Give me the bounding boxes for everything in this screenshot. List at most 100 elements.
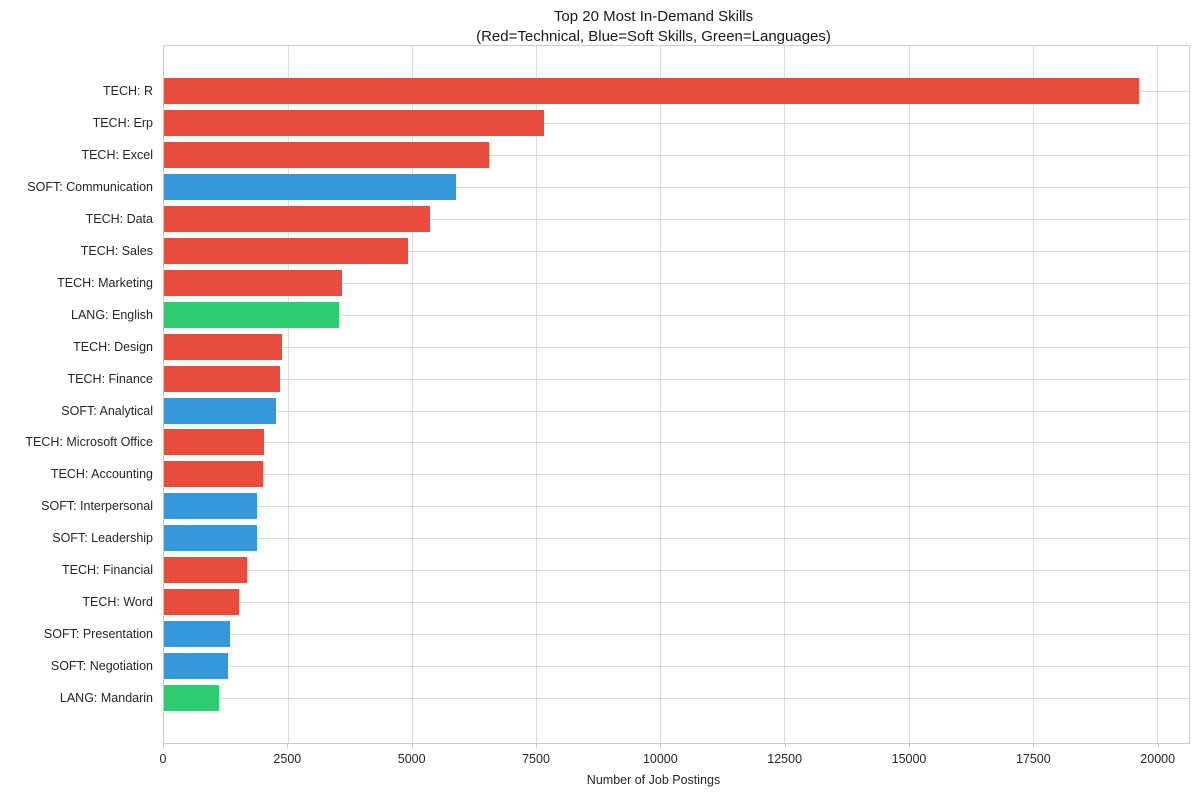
bar-row: LANG: English bbox=[71, 299, 1189, 331]
bar-tech bbox=[164, 365, 280, 392]
gridline-horizontal bbox=[164, 474, 1189, 476]
y-axis-label: TECH: Excel bbox=[81, 147, 153, 162]
gridline-horizontal bbox=[164, 250, 1189, 252]
y-axis-label: LANG: Mandarin bbox=[59, 691, 153, 706]
bar-row: TECH: Word bbox=[82, 586, 1189, 618]
y-axis-label: TECH: Marketing bbox=[57, 275, 153, 290]
x-axis-label: Number of Job Postings bbox=[586, 773, 721, 787]
bar-tech bbox=[164, 557, 247, 584]
gridline-horizontal bbox=[164, 666, 1189, 668]
gridline-horizontal bbox=[164, 154, 1189, 156]
y-axis-label: TECH: Design bbox=[73, 339, 153, 354]
y-axis-label: TECH: Sales bbox=[80, 243, 153, 258]
bar-row: TECH: Erp bbox=[93, 107, 1189, 139]
bar-row: TECH: Accounting bbox=[51, 458, 1189, 490]
bar-tech bbox=[164, 109, 544, 136]
y-axis-label: LANG: English bbox=[71, 307, 153, 322]
bar-tech bbox=[164, 77, 1140, 104]
gridline-vertical bbox=[784, 46, 786, 743]
chart-title: Top 20 Most In-Demand Skills bbox=[553, 8, 754, 25]
bar-row: SOFT: Negotiation bbox=[51, 650, 1189, 682]
chart-subtitle: (Red=Technical, Blue=Soft Skills, Green=… bbox=[476, 27, 831, 45]
gridline-horizontal bbox=[164, 314, 1189, 316]
bar-tech bbox=[164, 141, 489, 168]
gridline-vertical bbox=[660, 46, 662, 743]
y-axis-label: TECH: Accounting bbox=[50, 467, 153, 482]
gridline-horizontal bbox=[164, 282, 1189, 284]
gridline-horizontal bbox=[164, 218, 1189, 220]
y-axis-label: TECH: Finance bbox=[67, 371, 153, 386]
bar-tech bbox=[164, 269, 342, 296]
x-tick-mark bbox=[411, 744, 413, 748]
bar-row: TECH: Sales bbox=[81, 235, 1189, 267]
bar-tech bbox=[164, 429, 264, 456]
bar-row: SOFT: Leadership bbox=[52, 522, 1189, 554]
x-tick-label: 17500 bbox=[1015, 752, 1051, 766]
bar-tech bbox=[164, 333, 282, 360]
chart-title-block: Top 20 Most In-Demand Skills (Red=Techni… bbox=[140, 7, 1167, 47]
gridline-horizontal bbox=[164, 506, 1189, 508]
bar-lang bbox=[164, 685, 220, 712]
gridline-horizontal bbox=[164, 570, 1189, 572]
bar-row: TECH: Finance bbox=[68, 363, 1189, 395]
gridline-vertical bbox=[1156, 46, 1158, 743]
y-axis-label: TECH: Word bbox=[82, 595, 153, 610]
bar-row: SOFT: Interpersonal bbox=[41, 490, 1189, 522]
y-axis-label: TECH: Data bbox=[85, 211, 153, 226]
bar-tech bbox=[164, 589, 239, 616]
bar-soft bbox=[164, 525, 257, 552]
bar-row: TECH: Microsoft Office bbox=[25, 426, 1189, 458]
gridline-horizontal bbox=[164, 186, 1189, 188]
y-axis-label: SOFT: Leadership bbox=[52, 531, 153, 546]
x-tick-mark bbox=[909, 744, 910, 748]
x-tick-mark bbox=[660, 744, 662, 748]
gridline-horizontal bbox=[164, 442, 1189, 444]
x-tick-label: 5000 bbox=[397, 752, 426, 766]
y-axis-label: TECH: Erp bbox=[92, 115, 153, 130]
bar-row: TECH: Design bbox=[73, 331, 1189, 363]
bar-soft bbox=[164, 621, 231, 648]
gridline-vertical bbox=[412, 46, 414, 743]
bar-soft bbox=[164, 493, 257, 520]
bar-soft bbox=[164, 397, 276, 424]
bar-row: TECH: Marketing bbox=[57, 267, 1189, 299]
bar-row: SOFT: Presentation bbox=[44, 618, 1189, 650]
x-axis-ticks: 0 2500 5000 7500 10000 12500 15000 17500 20000 bbox=[159, 752, 1190, 768]
gridline-horizontal bbox=[164, 634, 1189, 636]
plot-area: TECH: R TECH: Erp TECH: Excel SOFT: Communi… bbox=[25, 45, 1190, 744]
bar-row: SOFT: Communication bbox=[27, 171, 1189, 203]
y-axis-label: TECH: Microsoft Office bbox=[25, 435, 153, 450]
gridline-vertical bbox=[536, 46, 538, 743]
x-tick-label: 12500 bbox=[767, 752, 803, 766]
y-axis-label: TECH: R bbox=[103, 83, 153, 98]
bar-row: TECH: Financial bbox=[62, 554, 1189, 586]
gridline-horizontal bbox=[164, 410, 1189, 412]
bar-row: SOFT: Analytical bbox=[61, 395, 1189, 427]
gridline-vertical bbox=[908, 46, 910, 743]
x-tick-label: 7500 bbox=[522, 752, 550, 766]
gridline-horizontal bbox=[164, 602, 1189, 604]
bar-soft bbox=[164, 173, 456, 200]
x-tick-mark bbox=[1033, 744, 1035, 748]
bar-tech bbox=[164, 237, 408, 264]
x-tick-label: 0 bbox=[159, 752, 167, 766]
bar-rows: TECH: R TECH: Erp TECH: Excel SOFT: Communi… bbox=[25, 46, 1189, 743]
y-axis-label: SOFT: Communication bbox=[27, 179, 153, 194]
x-tick-mark bbox=[163, 744, 164, 748]
x-tick-mark bbox=[784, 744, 786, 748]
x-tick-label: 2500 bbox=[273, 752, 302, 766]
x-tick-mark bbox=[1157, 744, 1159, 748]
y-axis-label: SOFT: Analytical bbox=[61, 403, 153, 418]
gridline-horizontal bbox=[164, 346, 1189, 348]
bar-tech bbox=[164, 461, 263, 488]
x-tick-mark bbox=[536, 744, 537, 748]
bar-row: TECH: Data bbox=[86, 203, 1189, 235]
bar-tech bbox=[164, 205, 430, 232]
bar-lang bbox=[164, 301, 339, 328]
y-axis-label: SOFT: Negotiation bbox=[50, 659, 153, 674]
gridline-horizontal bbox=[164, 122, 1189, 124]
gridline-vertical bbox=[288, 46, 290, 743]
x-tick-label: 10000 bbox=[642, 752, 678, 766]
gridline-horizontal bbox=[164, 538, 1189, 540]
x-tick-label: 20000 bbox=[1140, 752, 1176, 766]
